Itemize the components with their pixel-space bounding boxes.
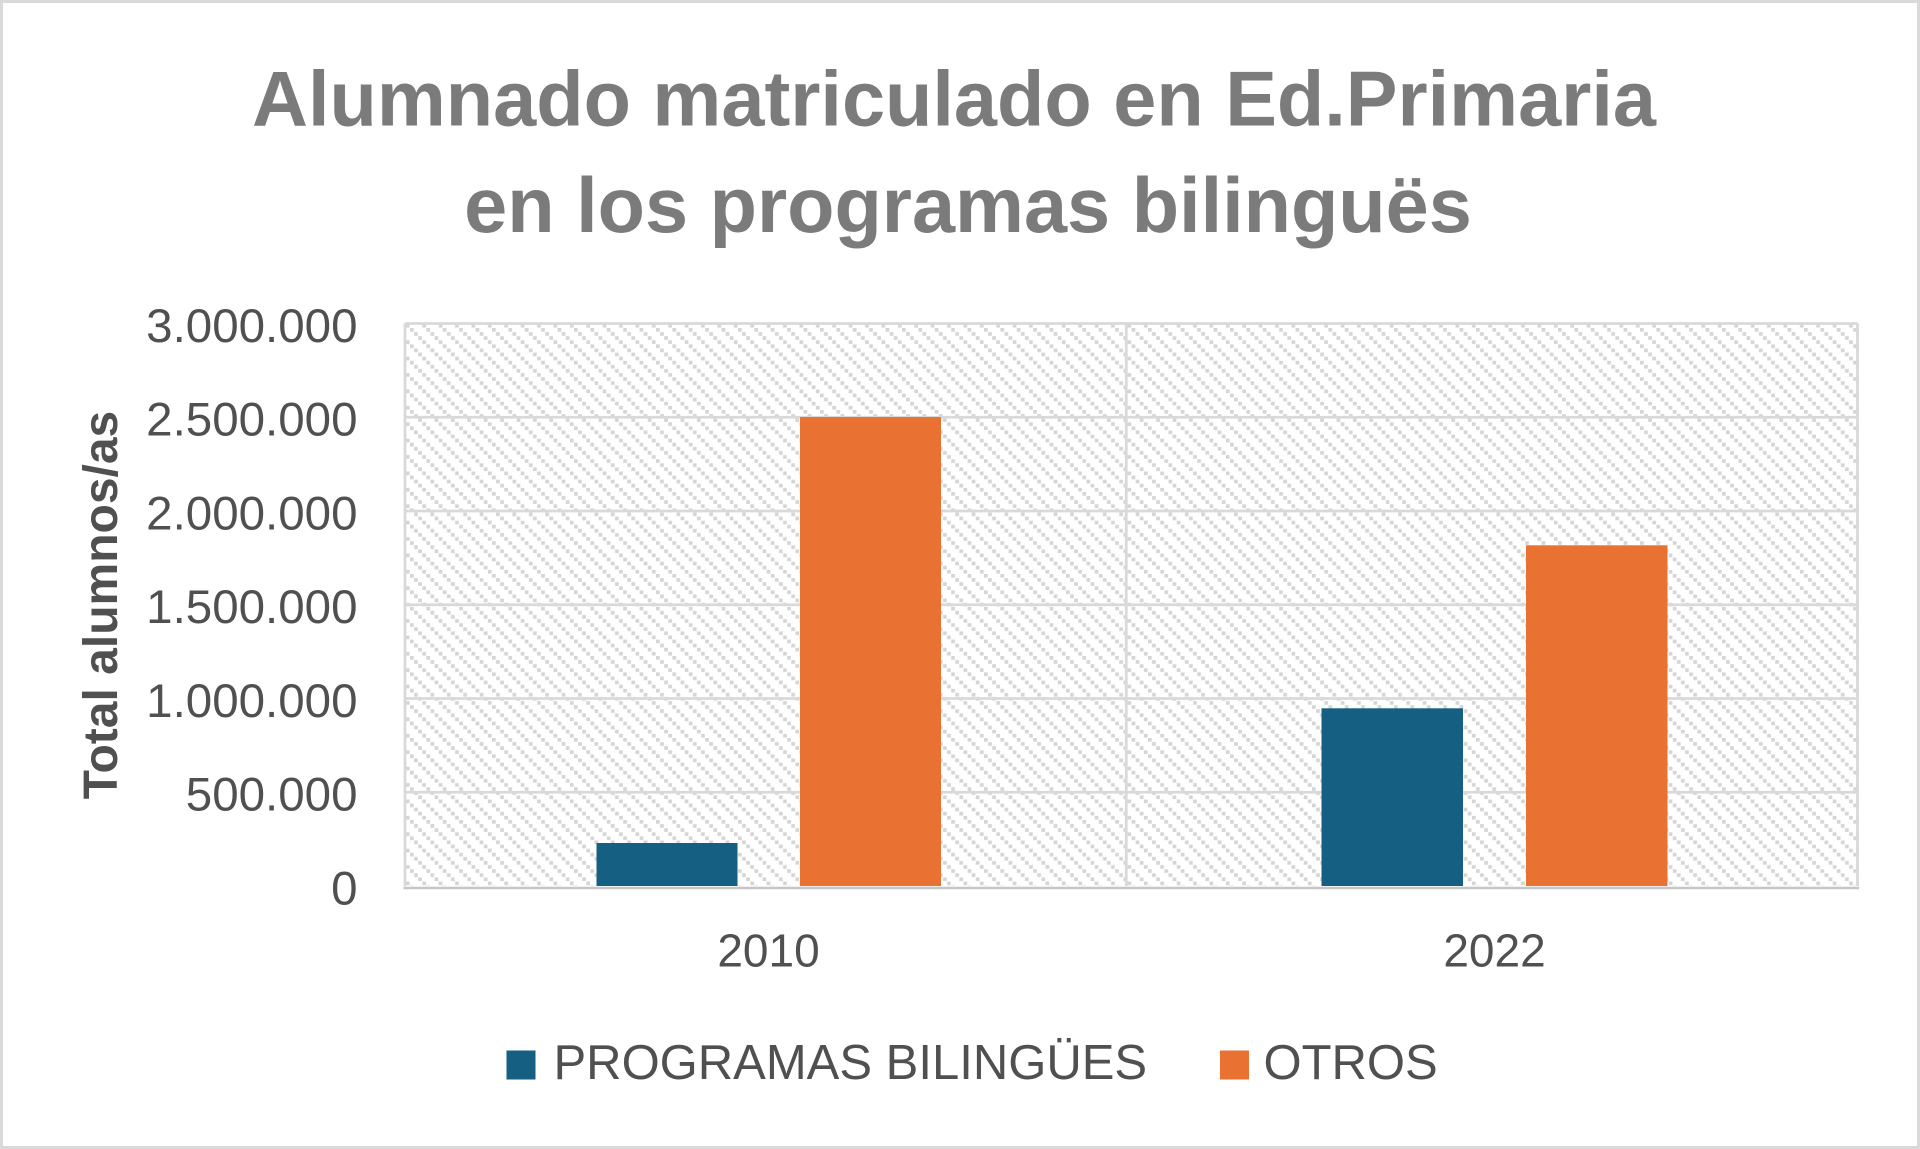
- svg-text:Total alumnos/as: Total alumnos/as: [75, 411, 128, 800]
- svg-text:500.000: 500.000: [186, 769, 358, 822]
- svg-text:OTROS: OTROS: [1264, 1036, 1438, 1090]
- svg-text:0: 0: [331, 862, 357, 915]
- svg-text:2.000.000: 2.000.000: [146, 487, 357, 540]
- svg-text:1.500.000: 1.500.000: [146, 581, 357, 634]
- svg-text:2010: 2010: [717, 925, 819, 977]
- svg-text:en los programas bilinguës: en los programas bilinguës: [464, 163, 1472, 249]
- svg-text:PROGRAMAS BILINGÜES: PROGRAMAS BILINGÜES: [554, 1036, 1148, 1090]
- svg-text:3.000.000: 3.000.000: [146, 300, 357, 353]
- svg-text:Alumnado matriculado en Ed.Pri: Alumnado matriculado en Ed.Primaria: [252, 57, 1657, 143]
- svg-text:2.500.000: 2.500.000: [146, 394, 357, 447]
- svg-text:1.000.000: 1.000.000: [146, 675, 357, 728]
- svg-text:2022: 2022: [1443, 925, 1545, 977]
